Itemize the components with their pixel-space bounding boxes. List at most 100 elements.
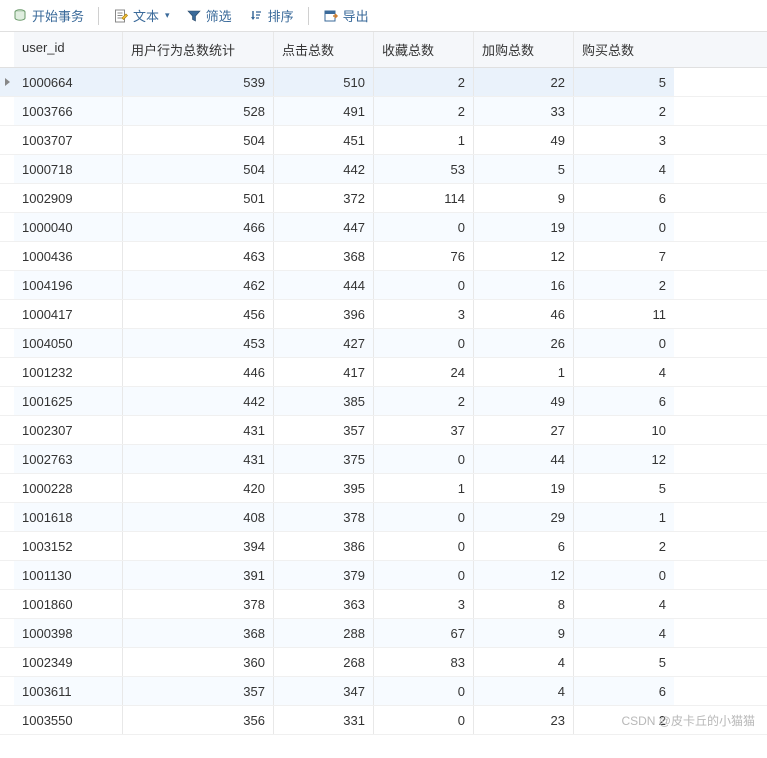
cell[interactable]: 357 [274, 416, 374, 444]
cell[interactable]: 23 [474, 706, 574, 734]
table-row[interactable]: 1001860378363384 [0, 590, 767, 619]
cell[interactable]: 396 [274, 300, 374, 328]
table-row[interactable]: 10041964624440162 [0, 271, 767, 300]
cell[interactable]: 9 [474, 184, 574, 212]
row-gutter[interactable] [0, 126, 14, 154]
cell[interactable]: 0 [374, 532, 474, 560]
table-row[interactable]: 10037665284912332 [0, 97, 767, 126]
cell[interactable]: 357 [123, 677, 274, 705]
cell[interactable]: 16 [474, 271, 574, 299]
row-gutter[interactable] [0, 619, 14, 647]
cell[interactable]: 2 [574, 271, 674, 299]
cell[interactable]: 268 [274, 648, 374, 676]
cell[interactable]: 427 [274, 329, 374, 357]
table-row[interactable]: 10006645395102225 [0, 68, 767, 97]
cell[interactable]: 1 [374, 474, 474, 502]
cell[interactable]: 408 [123, 503, 274, 531]
cell[interactable]: 385 [274, 387, 374, 415]
table-row[interactable]: 100290950137211496 [0, 184, 767, 213]
table-row[interactable]: 100041745639634611 [0, 300, 767, 329]
sort-button[interactable]: 排序 [242, 4, 300, 27]
cell[interactable]: 0 [374, 706, 474, 734]
row-gutter[interactable] [0, 677, 14, 705]
cell[interactable]: 444 [274, 271, 374, 299]
cell[interactable]: 447 [274, 213, 374, 241]
text-button[interactable]: 文本 ▾ [107, 4, 176, 27]
cell[interactable]: 2 [574, 97, 674, 125]
cell[interactable]: 501 [123, 184, 274, 212]
cell[interactable]: 26 [474, 329, 574, 357]
cell[interactable]: 442 [123, 387, 274, 415]
cell[interactable]: 510 [274, 68, 374, 96]
row-gutter[interactable] [0, 300, 14, 328]
row-gutter[interactable] [0, 387, 14, 415]
table-row[interactable]: 10011303913790120 [0, 561, 767, 590]
table-row[interactable]: 10000404664470190 [0, 213, 767, 242]
cell[interactable]: 360 [123, 648, 274, 676]
cell[interactable]: 1001130 [14, 561, 123, 589]
cell[interactable]: 6 [574, 184, 674, 212]
table-row[interactable]: 10035503563310232 [0, 706, 767, 735]
cell[interactable]: 4 [574, 590, 674, 618]
column-header[interactable]: 收藏总数 [374, 32, 474, 67]
cell[interactable]: 1002909 [14, 184, 123, 212]
table-row[interactable]: 1002307431357372710 [0, 416, 767, 445]
cell[interactable]: 67 [374, 619, 474, 647]
table-row[interactable]: 10003983682886794 [0, 619, 767, 648]
filter-button[interactable]: 筛选 [180, 4, 238, 27]
cell[interactable]: 11 [574, 300, 674, 328]
cell[interactable]: 5 [474, 155, 574, 183]
cell[interactable]: 27 [474, 416, 574, 444]
cell[interactable]: 491 [274, 97, 374, 125]
cell[interactable]: 378 [123, 590, 274, 618]
cell[interactable]: 1001625 [14, 387, 123, 415]
row-gutter[interactable] [0, 242, 14, 270]
row-gutter[interactable] [0, 590, 14, 618]
cell[interactable]: 8 [474, 590, 574, 618]
cell[interactable]: 363 [274, 590, 374, 618]
cell[interactable]: 1 [574, 503, 674, 531]
table-row[interactable]: 10007185044425354 [0, 155, 767, 184]
cell[interactable]: 6 [574, 677, 674, 705]
row-gutter[interactable] [0, 329, 14, 357]
cell[interactable]: 0 [374, 213, 474, 241]
cell[interactable]: 5 [574, 648, 674, 676]
cell[interactable]: 451 [274, 126, 374, 154]
cell[interactable]: 46 [474, 300, 574, 328]
cell[interactable]: 288 [274, 619, 374, 647]
cell[interactable]: 1000664 [14, 68, 123, 96]
cell[interactable]: 379 [274, 561, 374, 589]
cell[interactable]: 1004050 [14, 329, 123, 357]
table-row[interactable]: 10012324464172414 [0, 358, 767, 387]
cell[interactable]: 6 [474, 532, 574, 560]
begin-transaction-button[interactable]: 开始事务 [6, 4, 90, 27]
cell[interactable]: 4 [574, 619, 674, 647]
cell[interactable]: 372 [274, 184, 374, 212]
cell[interactable]: 33 [474, 97, 574, 125]
cell[interactable]: 0 [374, 561, 474, 589]
row-gutter[interactable] [0, 97, 14, 125]
cell[interactable]: 378 [274, 503, 374, 531]
row-gutter[interactable] [0, 416, 14, 444]
cell[interactable]: 463 [123, 242, 274, 270]
row-gutter[interactable] [0, 561, 14, 589]
row-gutter[interactable] [0, 474, 14, 502]
cell[interactable]: 5 [574, 474, 674, 502]
cell[interactable]: 83 [374, 648, 474, 676]
cell[interactable]: 24 [374, 358, 474, 386]
cell[interactable]: 453 [123, 329, 274, 357]
cell[interactable]: 1003550 [14, 706, 123, 734]
cell[interactable]: 417 [274, 358, 374, 386]
cell[interactable]: 4 [574, 155, 674, 183]
row-gutter[interactable] [0, 184, 14, 212]
column-header[interactable]: 购买总数 [574, 32, 674, 67]
cell[interactable]: 420 [123, 474, 274, 502]
cell[interactable]: 19 [474, 213, 574, 241]
row-gutter[interactable] [0, 706, 14, 734]
row-gutter[interactable] [0, 503, 14, 531]
cell[interactable]: 4 [474, 648, 574, 676]
cell[interactable]: 431 [123, 445, 274, 473]
cell[interactable]: 114 [374, 184, 474, 212]
cell[interactable]: 375 [274, 445, 374, 473]
cell[interactable]: 386 [274, 532, 374, 560]
